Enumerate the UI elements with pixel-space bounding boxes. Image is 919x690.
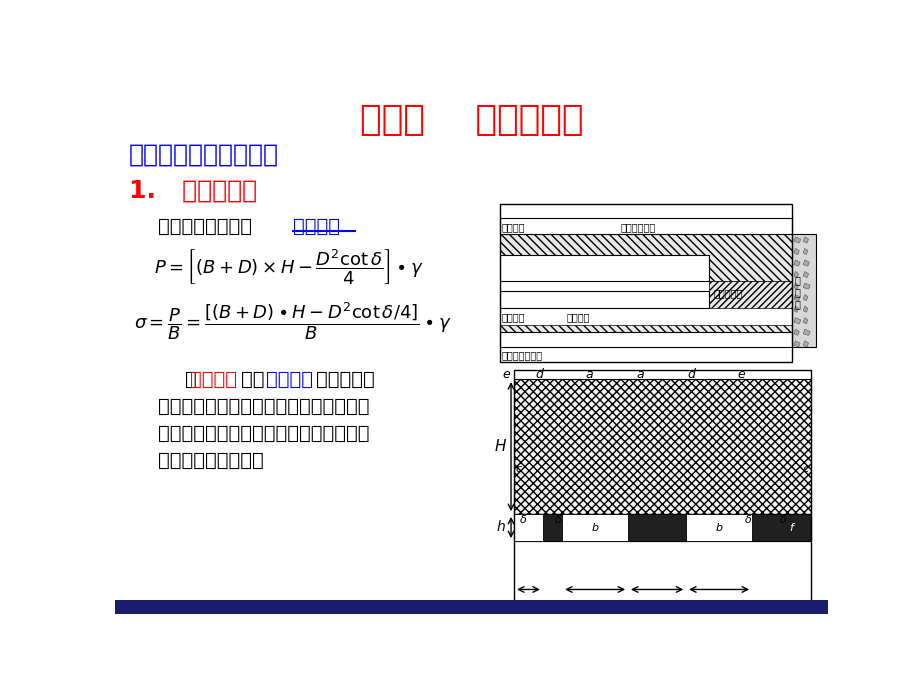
- Bar: [115, 600, 827, 614]
- Text: 的移动等。但迄今它仍是比较简单和实用: 的移动等。但迄今它仍是比较简单和实用: [157, 424, 369, 443]
- Text: $P = \left[(B+D)\times H - \dfrac{D^2\cot\delta}{4}\right]\bullet\gamma$: $P = \left[(B+D)\times H - \dfrac{D^2\co…: [153, 246, 424, 286]
- Text: δ: δ: [554, 515, 562, 525]
- Polygon shape: [793, 260, 800, 266]
- Polygon shape: [793, 317, 800, 324]
- Text: $D$: $D$: [713, 602, 724, 615]
- Polygon shape: [793, 237, 800, 243]
- Text: c: c: [516, 464, 521, 474]
- Text: ，以均质取: ，以均质取: [316, 370, 375, 388]
- Bar: [562, 514, 628, 541]
- Polygon shape: [793, 271, 800, 277]
- Text: 以: 以: [157, 370, 196, 388]
- Text: 护巷煤柱: 护巷煤柱: [565, 313, 589, 323]
- Text: δ: δ: [519, 515, 527, 525]
- Text: 第一节    无煤柱护巷: 第一节 无煤柱护巷: [359, 103, 583, 137]
- Text: 1.   煤柱的载荷: 1. 煤柱的载荷: [129, 179, 256, 203]
- Text: 采
空
区: 采 空 区: [794, 275, 800, 309]
- Text: $\sigma = \dfrac{P}{B} = \dfrac{\left[(B+D)\bullet H-D^2\cot\delta/4\right]}{B}\: $\sigma = \dfrac{P}{B} = \dfrac{\left[(B…: [134, 301, 451, 342]
- Text: 下区段回风平巷: 下区段回风平巷: [501, 351, 542, 360]
- Text: b: b: [714, 523, 721, 533]
- Text: 回风平巷: 回风平巷: [501, 223, 525, 233]
- Text: 代复杂的岩层赋存状况，未涉及上覆岩层: 代复杂的岩层赋存状况，未涉及上覆岩层: [157, 397, 369, 415]
- Polygon shape: [802, 329, 809, 335]
- Text: f: f: [526, 523, 529, 533]
- Polygon shape: [514, 380, 810, 514]
- Polygon shape: [802, 295, 808, 301]
- Polygon shape: [802, 237, 808, 243]
- Polygon shape: [802, 248, 807, 255]
- Polygon shape: [793, 341, 800, 347]
- Text: h: h: [496, 520, 505, 534]
- Bar: [500, 217, 790, 235]
- Text: 回采工作面: 回采工作面: [712, 288, 742, 298]
- Polygon shape: [709, 282, 790, 308]
- Text: a: a: [636, 368, 643, 381]
- Text: f: f: [789, 523, 793, 533]
- Text: 上区段采空区: 上区段采空区: [619, 223, 655, 233]
- Text: d: d: [686, 368, 695, 381]
- Bar: [500, 255, 709, 282]
- Polygon shape: [793, 248, 800, 255]
- Text: a: a: [584, 368, 593, 381]
- Bar: [514, 370, 810, 605]
- Polygon shape: [802, 317, 807, 324]
- Text: 的煤柱载荷估算方法: 的煤柱载荷估算方法: [157, 451, 263, 470]
- Text: 空间问题: 空间问题: [266, 370, 312, 388]
- Text: e: e: [502, 368, 510, 381]
- Text: $B$: $B$: [652, 602, 662, 615]
- Polygon shape: [500, 235, 790, 282]
- Polygon shape: [802, 341, 809, 347]
- Text: 传统留煤柱护巷：: 传统留煤柱护巷：: [157, 217, 252, 235]
- Bar: [500, 204, 790, 362]
- Text: 运输平巷: 运输平巷: [501, 313, 525, 323]
- Text: 代替: 代替: [240, 370, 264, 388]
- Text: c: c: [801, 464, 808, 474]
- Polygon shape: [793, 283, 798, 289]
- Bar: [514, 514, 810, 541]
- Text: b: b: [591, 523, 597, 533]
- Bar: [686, 514, 751, 541]
- Bar: [500, 331, 790, 347]
- Text: $D$: $D$: [589, 602, 600, 615]
- Polygon shape: [802, 283, 808, 289]
- Bar: [514, 514, 810, 541]
- Bar: [790, 235, 815, 347]
- Text: δ: δ: [744, 515, 751, 525]
- Polygon shape: [802, 271, 809, 277]
- Polygon shape: [793, 329, 798, 335]
- Text: δ: δ: [778, 515, 786, 525]
- Text: H: H: [494, 439, 505, 454]
- Text: 一、护巷煤柱的稳定性: 一、护巷煤柱的稳定性: [129, 142, 278, 166]
- Polygon shape: [802, 306, 807, 313]
- Text: $B_1$: $B_1$: [520, 602, 536, 617]
- Polygon shape: [500, 326, 790, 347]
- Bar: [500, 291, 709, 308]
- Text: 平面问题: 平面问题: [190, 370, 237, 388]
- Polygon shape: [802, 260, 810, 266]
- Text: e: e: [736, 368, 744, 381]
- Polygon shape: [793, 306, 798, 313]
- Bar: [514, 514, 542, 541]
- Text: d: d: [535, 368, 543, 381]
- Polygon shape: [793, 295, 800, 301]
- Text: 区段煤柱: 区段煤柱: [293, 217, 340, 235]
